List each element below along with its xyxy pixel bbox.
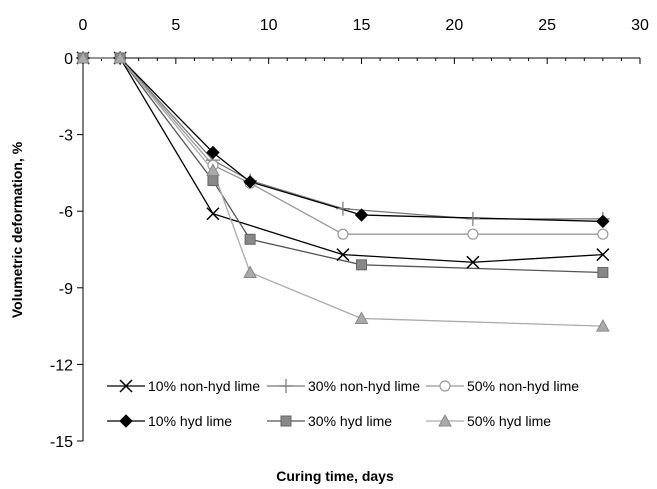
series-markers — [76, 50, 610, 332]
data-point — [465, 211, 480, 226]
y-axis-ticks: 0 -3 -6 -9 -12 -15 — [50, 51, 83, 451]
data-point — [354, 311, 369, 324]
y-axis-title: Volumetric deformation, % — [9, 141, 25, 318]
legend-label: 30% non-hyd lime — [308, 378, 420, 394]
data-point — [337, 228, 349, 240]
legend-label: 50% hyd lime — [467, 413, 551, 429]
data-point — [206, 145, 220, 160]
data-point — [335, 201, 350, 216]
data-point — [243, 265, 257, 278]
x-axis-title: Curing time, days — [276, 468, 394, 484]
data-point — [206, 207, 220, 221]
data-point — [597, 266, 609, 278]
x-tick-label: 10 — [260, 17, 278, 34]
x-tick-label: 5 — [171, 17, 180, 34]
legend-label: 30% hyd lime — [308, 413, 392, 429]
series-line — [83, 57, 603, 220]
legend-marker — [119, 379, 133, 393]
data-point — [596, 248, 610, 262]
legend-marker — [279, 379, 293, 393]
data-point — [354, 208, 369, 222]
data-point — [596, 319, 610, 332]
legend-marker — [438, 413, 452, 427]
data-point — [596, 214, 610, 229]
x-tick-label: 25 — [538, 17, 556, 34]
legend-label: 50% non-hyd lime — [467, 378, 579, 394]
series-line — [83, 57, 603, 274]
x-tick-label: 0 — [79, 17, 88, 34]
y-tick-label: 0 — [64, 51, 73, 68]
series-lines — [83, 57, 603, 327]
data-point — [466, 255, 480, 269]
data-point — [336, 248, 350, 262]
y-tick-label: -15 — [50, 434, 73, 451]
data-point — [243, 175, 257, 189]
data-point — [206, 163, 220, 176]
legend-marker — [439, 380, 451, 392]
data-point — [356, 259, 367, 271]
legend: 10% non-hyd lime 30% non-hyd lime 50% non-… — [107, 378, 579, 429]
data-point — [113, 50, 127, 64]
x-tick-label: 30 — [631, 17, 649, 34]
y-tick-label: -6 — [59, 204, 73, 221]
legend-marker — [280, 415, 292, 427]
y-tick-label: -9 — [59, 281, 73, 298]
y-tick-label: -12 — [50, 357, 73, 374]
data-point — [207, 175, 219, 187]
x-axis-ticks: 0 5 10 15 20 25 30 — [79, 17, 649, 64]
data-point — [597, 228, 609, 240]
data-point — [244, 233, 256, 245]
series-line — [83, 57, 603, 327]
legend-label: 10% hyd lime — [148, 413, 232, 429]
legend-label: 10% non-hyd lime — [148, 378, 260, 394]
series-line — [83, 57, 603, 223]
x-tick-label: 20 — [445, 17, 463, 34]
y-tick-label: -3 — [59, 128, 73, 145]
legend-marker — [119, 414, 133, 428]
data-point — [467, 228, 479, 240]
x-tick-label: 15 — [353, 17, 371, 34]
data-point — [76, 50, 90, 64]
